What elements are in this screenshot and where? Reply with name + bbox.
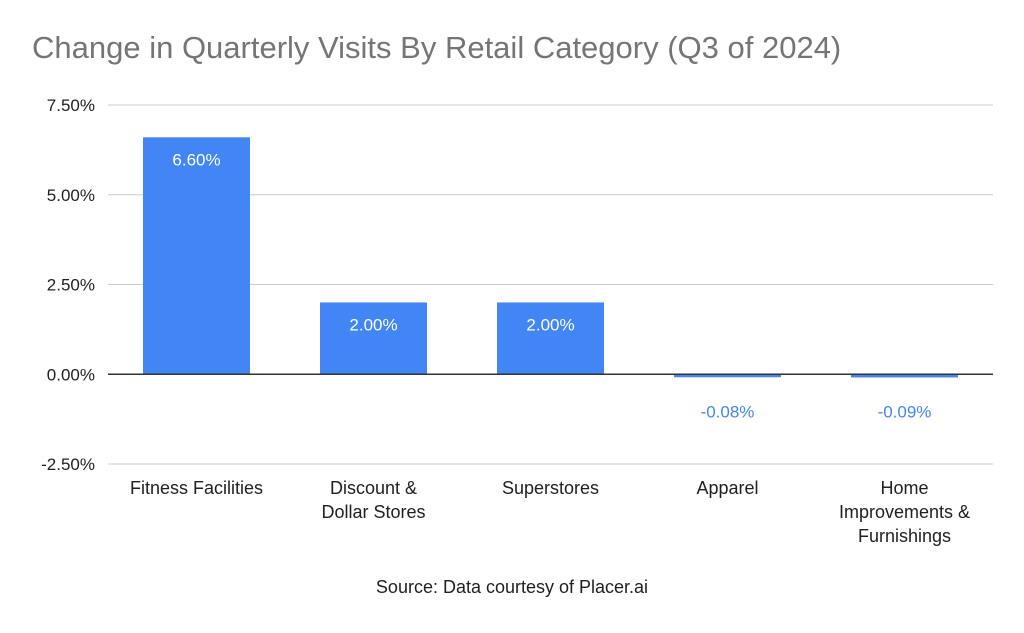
- gridlines: [108, 104, 993, 465]
- y-tick-label: 2.50%: [47, 276, 95, 295]
- bar-data-label: 2.00%: [526, 315, 574, 334]
- bar: [851, 374, 958, 378]
- data-labels: 6.60% 2.00% 2.00% -0.08% -0.09%: [172, 150, 931, 421]
- bar-data-label: -0.08%: [701, 402, 755, 421]
- x-axis-labels: Fitness Facilities Discount & Dollar Store…: [130, 478, 970, 546]
- y-tick-label: 5.00%: [47, 186, 95, 205]
- bar: [674, 374, 781, 378]
- source-note: Source: Data courtesy of Placer.ai: [375, 577, 649, 597]
- bar: [320, 302, 427, 375]
- x-category-label: Home Improvements & Furnishings: [839, 478, 970, 546]
- y-tick-label: 0.00%: [47, 365, 95, 384]
- chart-title: Change in Quarterly Visits By Retail Cat…: [32, 30, 842, 65]
- bar: [143, 137, 250, 375]
- bar-data-label: -0.09%: [878, 402, 932, 421]
- y-tick-label: 7.50%: [47, 96, 95, 115]
- bars: [143, 137, 958, 378]
- x-category-label: Discount & Dollar Stores: [321, 478, 425, 522]
- y-tick-label: -2.50%: [41, 455, 95, 474]
- y-axis-labels: 7.50% 5.00% 2.50% 0.00% -2.50%: [41, 96, 95, 474]
- bar: [497, 302, 604, 375]
- x-category-label: Superstores: [502, 478, 599, 498]
- bar-data-label: 6.60%: [172, 150, 220, 169]
- x-category-label: Apparel: [696, 478, 758, 498]
- bar-data-label: 2.00%: [349, 315, 397, 334]
- x-category-label: Fitness Facilities: [130, 478, 263, 498]
